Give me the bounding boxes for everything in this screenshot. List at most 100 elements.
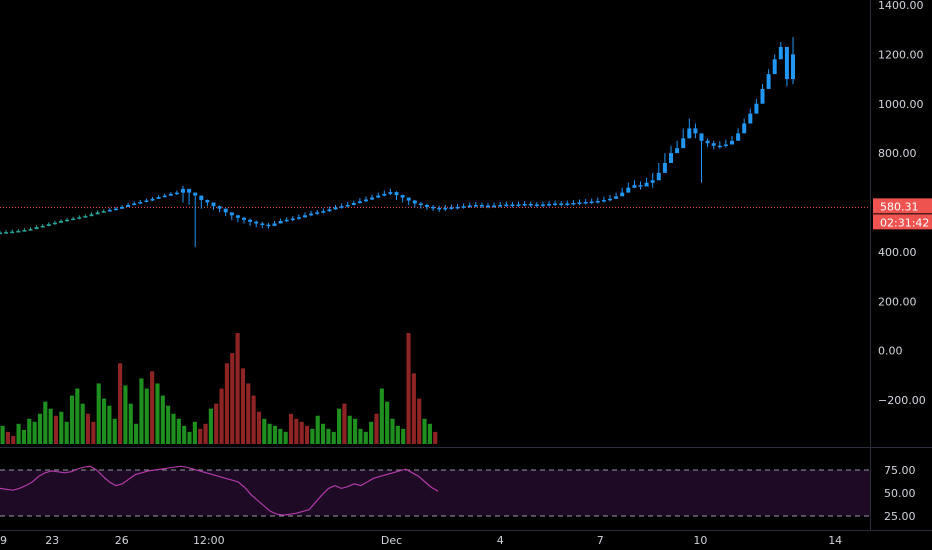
- rsi-scale-label: 25.00: [884, 510, 916, 523]
- candle-body: [547, 203, 551, 206]
- candle-body: [266, 224, 271, 227]
- volume-bar: [59, 411, 64, 444]
- volume-bar: [374, 413, 379, 444]
- volume-bar: [139, 378, 144, 444]
- volume-bar: [198, 428, 203, 444]
- candle-body: [723, 144, 728, 146]
- volume-bar: [363, 431, 368, 444]
- candle-body: [498, 204, 503, 207]
- candle-body: [626, 187, 631, 193]
- candle-body: [339, 206, 344, 208]
- volume-bar: [278, 428, 283, 444]
- time-scale-label: 23: [45, 534, 59, 547]
- volume-bar: [395, 425, 400, 444]
- candle-body: [174, 192, 179, 195]
- candle-body: [65, 219, 70, 222]
- candle-body: [290, 218, 295, 221]
- candle-body: [565, 203, 570, 205]
- volume-bar: [171, 413, 176, 444]
- volume-bar: [230, 353, 235, 444]
- price-scale-label: 1400.00: [878, 0, 924, 12]
- candle-body: [132, 203, 137, 205]
- candle-body: [217, 206, 222, 209]
- candle-body: [370, 197, 375, 200]
- candle-body: [638, 185, 643, 187]
- candle-body: [595, 201, 600, 203]
- candle-body: [382, 193, 387, 196]
- volume-bar: [379, 388, 384, 444]
- volume-bar: [53, 415, 59, 444]
- candle-body: [614, 196, 619, 199]
- rsi-line: [0, 465, 439, 516]
- candle-body: [486, 205, 490, 207]
- volume-bar: [427, 423, 432, 444]
- candle-body: [40, 225, 45, 228]
- candle-body: [650, 180, 655, 183]
- time-scale-label: 26: [115, 534, 129, 547]
- candle-body: [693, 128, 698, 134]
- candle-body: [656, 172, 661, 181]
- candle-body: [583, 202, 588, 204]
- volume-bar: [369, 421, 374, 444]
- candle-body: [83, 216, 88, 218]
- time-scale-label: Dec: [381, 534, 402, 547]
- volume-bar: [433, 431, 438, 444]
- price-scale-label: 800.00: [878, 147, 917, 160]
- candle-body: [95, 212, 100, 215]
- price-scale-label: 400.00: [878, 246, 917, 259]
- countdown-tag-box: [873, 214, 932, 230]
- candle-body: [248, 219, 253, 222]
- volume-bar: [358, 428, 363, 444]
- candle-body: [717, 145, 722, 148]
- time-scale-label: 12:00: [193, 534, 225, 547]
- volume-bar: [208, 408, 213, 444]
- candle-body: [327, 209, 332, 212]
- candle-body: [516, 204, 521, 206]
- candle-body: [467, 205, 472, 207]
- volume-bar: [203, 423, 208, 444]
- volume-bar: [150, 371, 155, 444]
- candle-body: [52, 222, 57, 225]
- candle-body: [620, 192, 625, 197]
- candle-body: [473, 204, 478, 207]
- time-scale[interactable]: 9 23 26 12:00 Dec 4 7 10 14: [0, 534, 842, 547]
- volume-bar: [310, 428, 315, 444]
- candle-body: [510, 204, 515, 206]
- volume-bar: [406, 333, 411, 444]
- volume-bar: [112, 418, 117, 444]
- candle-body: [784, 46, 789, 80]
- volume-bar: [91, 421, 96, 444]
- volume-bar: [401, 428, 406, 444]
- volume-bar: [337, 408, 342, 444]
- volume-bar: [69, 395, 75, 444]
- candle-body: [321, 211, 326, 213]
- candle-body: [540, 204, 545, 206]
- candle-body: [315, 212, 320, 214]
- last-price-value: 580.31: [880, 200, 919, 213]
- volume-bar: [96, 383, 101, 444]
- candle-body: [181, 188, 185, 193]
- price-scale[interactable]: 1400.00 1200.00 1000.00 800.00 400.00 200.00 0…: [878, 0, 926, 407]
- volume-bar: [272, 425, 278, 444]
- candle-body: [418, 203, 423, 205]
- candle-body: [681, 138, 686, 149]
- candle-body: [34, 227, 39, 230]
- volume-bars: [0, 333, 438, 444]
- volume-bar: [32, 421, 37, 444]
- volume-bar: [101, 398, 107, 444]
- candle-body: [113, 208, 118, 211]
- volume-bar: [5, 431, 10, 444]
- candle-body: [461, 206, 466, 208]
- volume-bar: [417, 398, 422, 444]
- volume-bar: [75, 388, 80, 444]
- price-scale-label: 1000.00: [878, 98, 924, 111]
- rsi-scale[interactable]: 75.00 50.00 25.00: [884, 464, 916, 523]
- last-price-tag: 580.31 02:31:42: [873, 198, 932, 230]
- volume-bar: [182, 425, 187, 444]
- volume-bar: [21, 429, 27, 444]
- volume-bar: [246, 383, 251, 444]
- candle-body: [351, 202, 356, 205]
- time-scale-label: 14: [828, 534, 842, 547]
